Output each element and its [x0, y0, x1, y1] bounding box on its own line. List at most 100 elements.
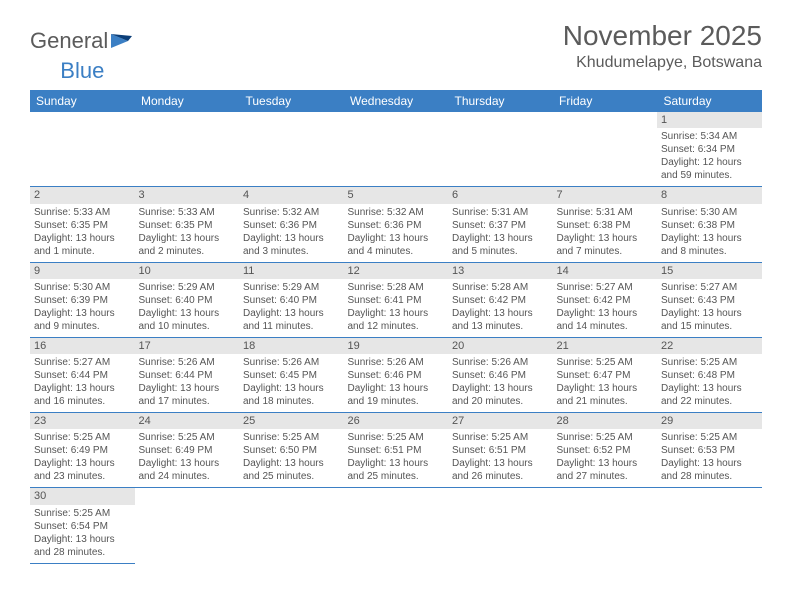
daylight-line: Daylight: 13 hours and 7 minutes.	[557, 232, 654, 258]
daylight-line: Daylight: 13 hours and 16 minutes.	[34, 382, 131, 408]
day-number: 5	[344, 187, 449, 203]
dow-header: Friday	[553, 90, 658, 112]
sunrise-line: Sunrise: 5:26 AM	[139, 356, 236, 369]
day-number: 12	[344, 263, 449, 279]
month-title: November 2025	[563, 20, 762, 52]
sunset-line: Sunset: 6:43 PM	[661, 294, 758, 307]
dow-header: Saturday	[657, 90, 762, 112]
sunrise-line: Sunrise: 5:29 AM	[243, 281, 340, 294]
blank-cell	[344, 488, 449, 563]
sunset-line: Sunset: 6:47 PM	[557, 369, 654, 382]
dow-header: Monday	[135, 90, 240, 112]
day-number: 13	[448, 263, 553, 279]
sunrise-line: Sunrise: 5:25 AM	[348, 431, 445, 444]
sunset-line: Sunset: 6:46 PM	[452, 369, 549, 382]
sunrise-line: Sunrise: 5:25 AM	[34, 431, 131, 444]
sunset-line: Sunset: 6:40 PM	[243, 294, 340, 307]
daylight-line: Daylight: 13 hours and 21 minutes.	[557, 382, 654, 408]
sunset-line: Sunset: 6:51 PM	[348, 444, 445, 457]
title-block: November 2025 Khudumelapye, Botswana	[563, 20, 762, 72]
day-number: 4	[239, 187, 344, 203]
dow-header: Sunday	[30, 90, 135, 112]
sunrise-line: Sunrise: 5:25 AM	[557, 356, 654, 369]
day-cell: 6Sunrise: 5:31 AMSunset: 6:37 PMDaylight…	[448, 187, 553, 262]
sunrise-line: Sunrise: 5:32 AM	[243, 206, 340, 219]
daylight-line: Daylight: 13 hours and 20 minutes.	[452, 382, 549, 408]
daylight-line: Daylight: 13 hours and 2 minutes.	[139, 232, 236, 258]
daylight-line: Daylight: 13 hours and 9 minutes.	[34, 307, 131, 333]
sunrise-line: Sunrise: 5:25 AM	[452, 431, 549, 444]
day-number: 24	[135, 413, 240, 429]
blank-cell	[344, 112, 449, 187]
day-number: 19	[344, 338, 449, 354]
sunset-line: Sunset: 6:36 PM	[243, 219, 340, 232]
sunrise-line: Sunrise: 5:32 AM	[348, 206, 445, 219]
sunrise-line: Sunrise: 5:33 AM	[139, 206, 236, 219]
day-cell: 29Sunrise: 5:25 AMSunset: 6:53 PMDayligh…	[657, 413, 762, 488]
day-number: 28	[553, 413, 658, 429]
sunset-line: Sunset: 6:46 PM	[348, 369, 445, 382]
daylight-line: Daylight: 13 hours and 26 minutes.	[452, 457, 549, 483]
sunrise-line: Sunrise: 5:34 AM	[661, 130, 758, 143]
day-cell: 23Sunrise: 5:25 AMSunset: 6:49 PMDayligh…	[30, 413, 135, 488]
sunset-line: Sunset: 6:48 PM	[661, 369, 758, 382]
day-number: 25	[239, 413, 344, 429]
daylight-line: Daylight: 13 hours and 25 minutes.	[243, 457, 340, 483]
day-number: 14	[553, 263, 658, 279]
sunrise-line: Sunrise: 5:26 AM	[348, 356, 445, 369]
day-number: 26	[344, 413, 449, 429]
sunset-line: Sunset: 6:53 PM	[661, 444, 758, 457]
day-cell: 2Sunrise: 5:33 AMSunset: 6:35 PMDaylight…	[30, 187, 135, 262]
sunset-line: Sunset: 6:52 PM	[557, 444, 654, 457]
logo: General	[30, 28, 136, 54]
calendar-header-row: SundayMondayTuesdayWednesdayThursdayFrid…	[30, 90, 762, 112]
sunset-line: Sunset: 6:35 PM	[139, 219, 236, 232]
sunset-line: Sunset: 6:51 PM	[452, 444, 549, 457]
sunset-line: Sunset: 6:38 PM	[661, 219, 758, 232]
day-number: 2	[30, 187, 135, 203]
blank-cell	[448, 488, 553, 563]
sunrise-line: Sunrise: 5:25 AM	[243, 431, 340, 444]
day-cell: 21Sunrise: 5:25 AMSunset: 6:47 PMDayligh…	[553, 337, 658, 412]
day-number: 17	[135, 338, 240, 354]
daylight-line: Daylight: 13 hours and 1 minute.	[34, 232, 131, 258]
daylight-line: Daylight: 13 hours and 27 minutes.	[557, 457, 654, 483]
daylight-line: Daylight: 13 hours and 14 minutes.	[557, 307, 654, 333]
day-cell: 5Sunrise: 5:32 AMSunset: 6:36 PMDaylight…	[344, 187, 449, 262]
sunset-line: Sunset: 6:50 PM	[243, 444, 340, 457]
sunrise-line: Sunrise: 5:25 AM	[557, 431, 654, 444]
daylight-line: Daylight: 12 hours and 59 minutes.	[661, 156, 758, 182]
day-cell: 9Sunrise: 5:30 AMSunset: 6:39 PMDaylight…	[30, 262, 135, 337]
day-number: 6	[448, 187, 553, 203]
day-cell: 13Sunrise: 5:28 AMSunset: 6:42 PMDayligh…	[448, 262, 553, 337]
sunrise-line: Sunrise: 5:27 AM	[557, 281, 654, 294]
day-number: 3	[135, 187, 240, 203]
day-number: 11	[239, 263, 344, 279]
sunrise-line: Sunrise: 5:28 AM	[348, 281, 445, 294]
daylight-line: Daylight: 13 hours and 3 minutes.	[243, 232, 340, 258]
blank-cell	[135, 112, 240, 187]
day-cell: 1Sunrise: 5:34 AMSunset: 6:34 PMDaylight…	[657, 112, 762, 187]
day-number: 29	[657, 413, 762, 429]
daylight-line: Daylight: 13 hours and 13 minutes.	[452, 307, 549, 333]
day-cell: 12Sunrise: 5:28 AMSunset: 6:41 PMDayligh…	[344, 262, 449, 337]
day-cell: 25 Sunrise: 5:25 AMSunset: 6:50 PMDayligh…	[239, 413, 344, 488]
day-cell: 19Sunrise: 5:26 AMSunset: 6:46 PMDayligh…	[344, 337, 449, 412]
daylight-line: Daylight: 13 hours and 8 minutes.	[661, 232, 758, 258]
daylight-line: Daylight: 13 hours and 12 minutes.	[348, 307, 445, 333]
day-number: 1	[657, 112, 762, 128]
day-cell: 24Sunrise: 5:25 AMSunset: 6:49 PMDayligh…	[135, 413, 240, 488]
sunrise-line: Sunrise: 5:27 AM	[661, 281, 758, 294]
blank-cell	[30, 112, 135, 187]
sunset-line: Sunset: 6:42 PM	[452, 294, 549, 307]
day-number: 15	[657, 263, 762, 279]
dow-header: Thursday	[448, 90, 553, 112]
sunset-line: Sunset: 6:45 PM	[243, 369, 340, 382]
day-cell: 18Sunrise: 5:26 AMSunset: 6:45 PMDayligh…	[239, 337, 344, 412]
day-number: 9	[30, 263, 135, 279]
sunrise-line: Sunrise: 5:31 AM	[557, 206, 654, 219]
sunrise-line: Sunrise: 5:25 AM	[661, 431, 758, 444]
day-number: 10	[135, 263, 240, 279]
sunset-line: Sunset: 6:37 PM	[452, 219, 549, 232]
day-cell: 3 Sunrise: 5:33 AMSunset: 6:35 PMDaylight…	[135, 187, 240, 262]
